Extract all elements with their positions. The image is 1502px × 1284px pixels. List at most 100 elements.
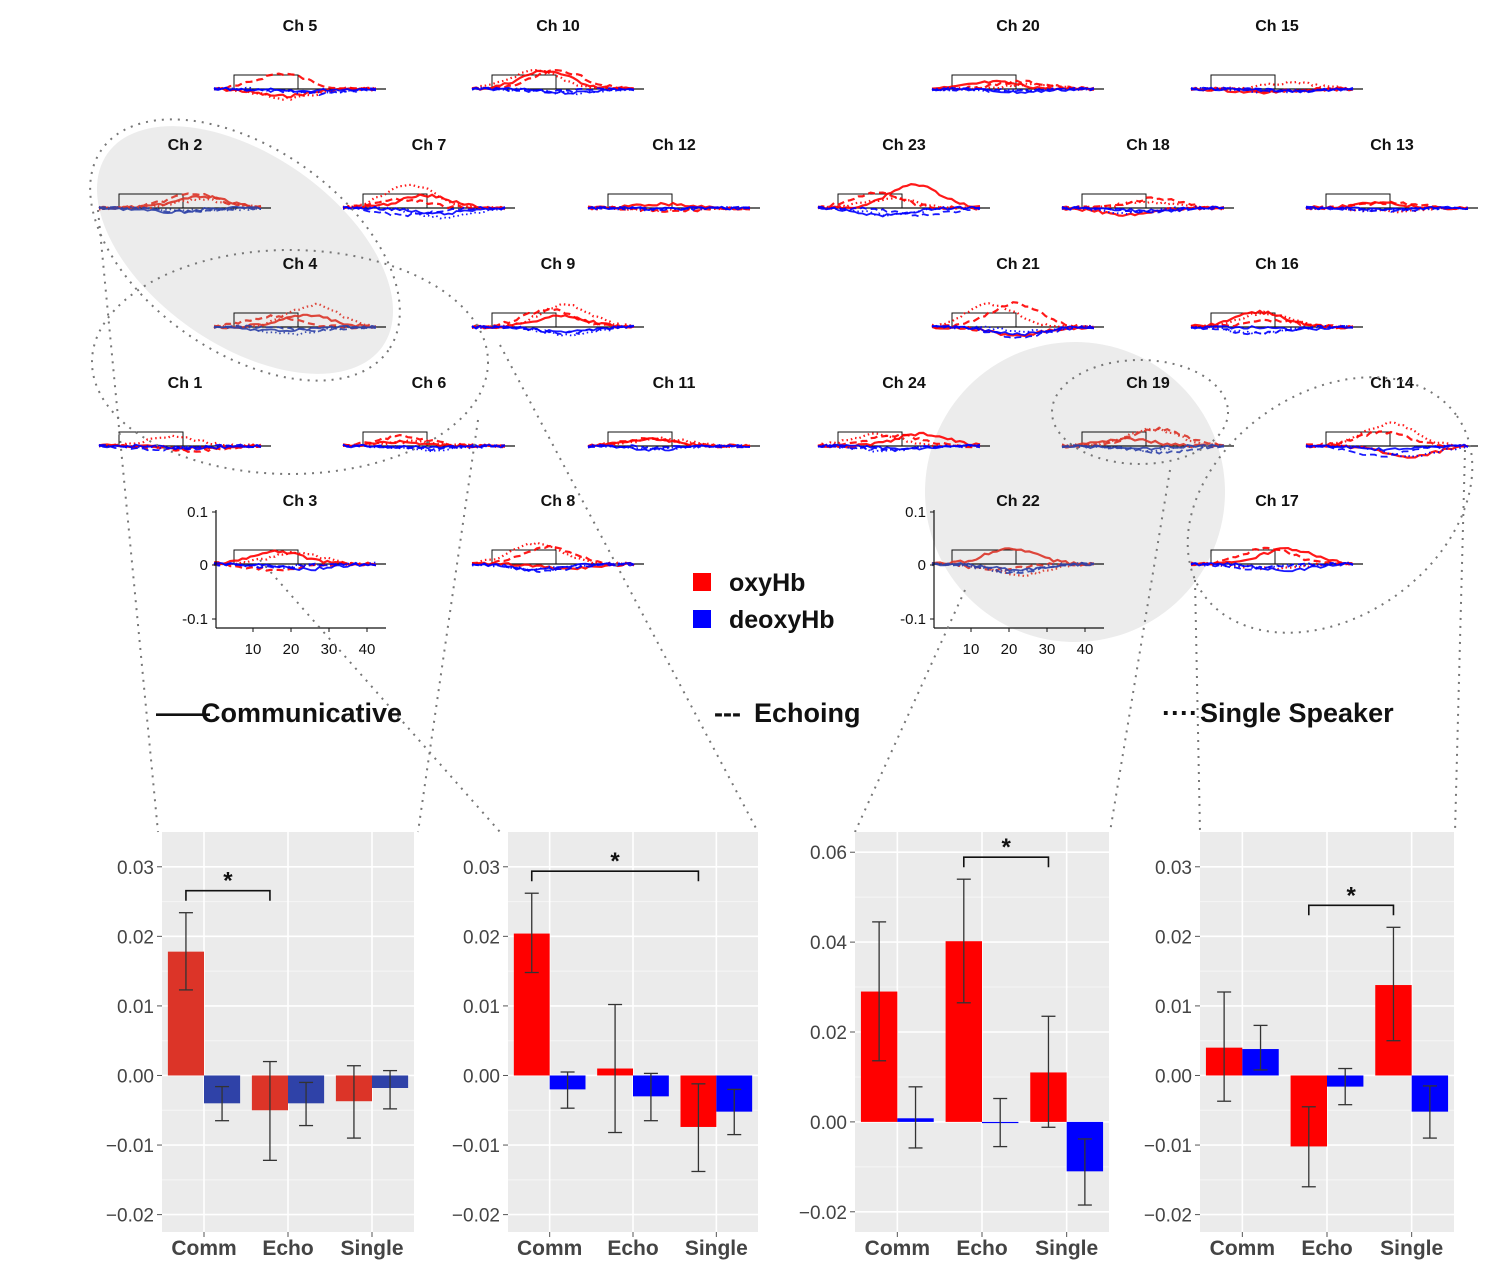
- oxy-trace: [342, 197, 506, 211]
- channel-plot-23: Ch 23: [817, 137, 990, 218]
- zoom-connector: [1109, 469, 1171, 833]
- channel-plot-9: Ch 9: [471, 256, 644, 337]
- y-tick-label: 0.1: [187, 504, 208, 521]
- deoxy-trace: [931, 86, 1095, 93]
- channel-plot-16: Ch 16: [1190, 256, 1363, 336]
- deoxy-trace: [213, 86, 377, 95]
- condition-label-echoing: Echoing: [754, 698, 861, 728]
- task-block: [951, 312, 1017, 328]
- deoxy-trace: [342, 205, 506, 220]
- channel-title: Ch 17: [1255, 493, 1299, 510]
- x-category-label: Comm: [517, 1237, 582, 1260]
- x-category-label: Single: [685, 1237, 748, 1260]
- oxy-trace: [1061, 426, 1225, 449]
- task-block: [607, 193, 673, 209]
- channel-plot-15: Ch 15: [1190, 18, 1363, 95]
- channel-title: Ch 22: [996, 493, 1040, 510]
- oxy-trace: [1305, 421, 1468, 449]
- y-tick-label: 0.02: [463, 927, 500, 948]
- y-tick-label: −0.02: [1144, 1206, 1192, 1227]
- x-tick-label: 30: [1039, 641, 1056, 658]
- oxy-trace: [213, 72, 377, 91]
- deoxy-trace: [1305, 443, 1469, 458]
- significance-star: *: [1346, 882, 1356, 909]
- x-category-label: Single: [1380, 1237, 1443, 1260]
- x-category-label: Comm: [1210, 1237, 1275, 1260]
- deoxy-trace: [1305, 444, 1469, 459]
- bar-charts: 0.03 0.02 0.01 0.00 −0.01 −0.02 Comm Echo Single…: [106, 832, 1454, 1260]
- y-tick-label: 0.02: [1155, 927, 1192, 948]
- significance-bracket: [185, 889, 271, 901]
- y-tick-label: 0.00: [463, 1066, 500, 1087]
- condition-key: —— Communicative --- Echoing ···· Single…: [156, 698, 1394, 728]
- bar-chart-4: 0.03 0.02 0.01 0.00 −0.01 −0.02 Comm Echo Single…: [1144, 832, 1454, 1260]
- channel-plot-13: Ch 13: [1305, 137, 1478, 214]
- oxy-trace: [213, 314, 377, 330]
- channel-title: Ch 11: [653, 375, 696, 392]
- channel-title: Ch 6: [412, 375, 447, 392]
- deoxy-trace: [1061, 444, 1225, 455]
- channel-plot-11: Ch 11: [587, 375, 760, 452]
- timecourse-axis-keys: 0.1 0 -0.1 10 20 30 40 0.1 0 -0.1 10 20 30 40: [182, 504, 1104, 658]
- oxy-trace: [213, 550, 377, 567]
- legend-label-deoxy: deoxyHb: [729, 606, 835, 634]
- oxy-trace: [817, 432, 981, 449]
- oxy-trace: [587, 436, 751, 449]
- channel-plot-3: Ch 3: [213, 493, 386, 572]
- significance-bracket: [1308, 904, 1395, 916]
- channel-plot-14: Ch 14: [1305, 375, 1478, 459]
- x-tick-label: 20: [1001, 641, 1018, 658]
- zoom-connector: [417, 419, 479, 833]
- timecourse-axis-1: 0.1 0 -0.1 10 20 30 40: [182, 504, 386, 658]
- x-category-label: Echo: [607, 1237, 658, 1260]
- oxy-trace: [1190, 546, 1354, 566]
- y-tick-label: 0.04: [810, 933, 847, 954]
- y-tick-label: 0.01: [463, 997, 500, 1018]
- y-tick-label: 0.1: [905, 504, 926, 521]
- bar-chart-1: 0.03 0.02 0.01 0.00 −0.01 −0.02 Comm Echo Single…: [106, 832, 414, 1260]
- oxy-trace: [472, 541, 635, 566]
- legend: oxyHb deoxyHb: [693, 569, 835, 634]
- y-tick-label: 0.01: [117, 997, 154, 1018]
- x-tick-label: 30: [321, 641, 338, 658]
- zoom-outline-ch2-ch4: [89, 118, 401, 382]
- channel-plot-12: Ch 12: [587, 137, 760, 213]
- x-tick-label: 40: [359, 641, 376, 658]
- channel-plot-2: Ch 2: [98, 137, 271, 215]
- y-tick-label: 0.01: [1155, 997, 1192, 1018]
- significance-star: *: [1001, 834, 1011, 861]
- zoom-outline-ch1-ch6: [91, 249, 489, 475]
- y-tick-label: 0.02: [117, 927, 154, 948]
- y-tick-label: -0.1: [900, 611, 926, 628]
- channel-plot-24: Ch 24: [817, 375, 990, 453]
- oxy-trace: [1190, 310, 1354, 330]
- highlight-ellipse-ch2-ch4: [96, 126, 394, 374]
- channel-title: Ch 20: [996, 18, 1040, 35]
- deoxy-trace: [817, 443, 981, 453]
- channel-title: Ch 15: [1255, 18, 1299, 35]
- y-tick-label: 0.00: [117, 1066, 154, 1087]
- deoxy-trace: [471, 561, 635, 571]
- deoxy-trace: [1190, 561, 1354, 571]
- y-tick-label: −0.02: [106, 1206, 154, 1227]
- y-tick-label: −0.02: [452, 1206, 500, 1227]
- channel-plot-21: Ch 21: [931, 256, 1104, 340]
- deoxy-trace: [817, 205, 981, 217]
- x-category-label: Single: [1035, 1237, 1098, 1260]
- oxy-trace: [931, 79, 1095, 92]
- deoxy-trace: [1061, 205, 1225, 214]
- x-category-label: Echo: [1301, 1237, 1352, 1260]
- oxy-trace: [471, 308, 634, 329]
- legend-swatch-deoxy: [693, 610, 711, 628]
- deoxy-trace: [1190, 325, 1354, 332]
- channel-plot-5: Ch 5: [213, 18, 386, 101]
- oxy-trace: [931, 301, 1095, 330]
- y-tick-label: 0: [918, 557, 926, 574]
- oxy-trace: [213, 561, 377, 572]
- oxy-trace: [471, 303, 635, 329]
- channel-title: Ch 14: [1370, 375, 1414, 392]
- deoxy-trace: [931, 86, 1095, 95]
- deoxy-trace: [587, 443, 750, 452]
- channel-title: Ch 24: [882, 375, 926, 392]
- oxy-trace: [1306, 430, 1469, 448]
